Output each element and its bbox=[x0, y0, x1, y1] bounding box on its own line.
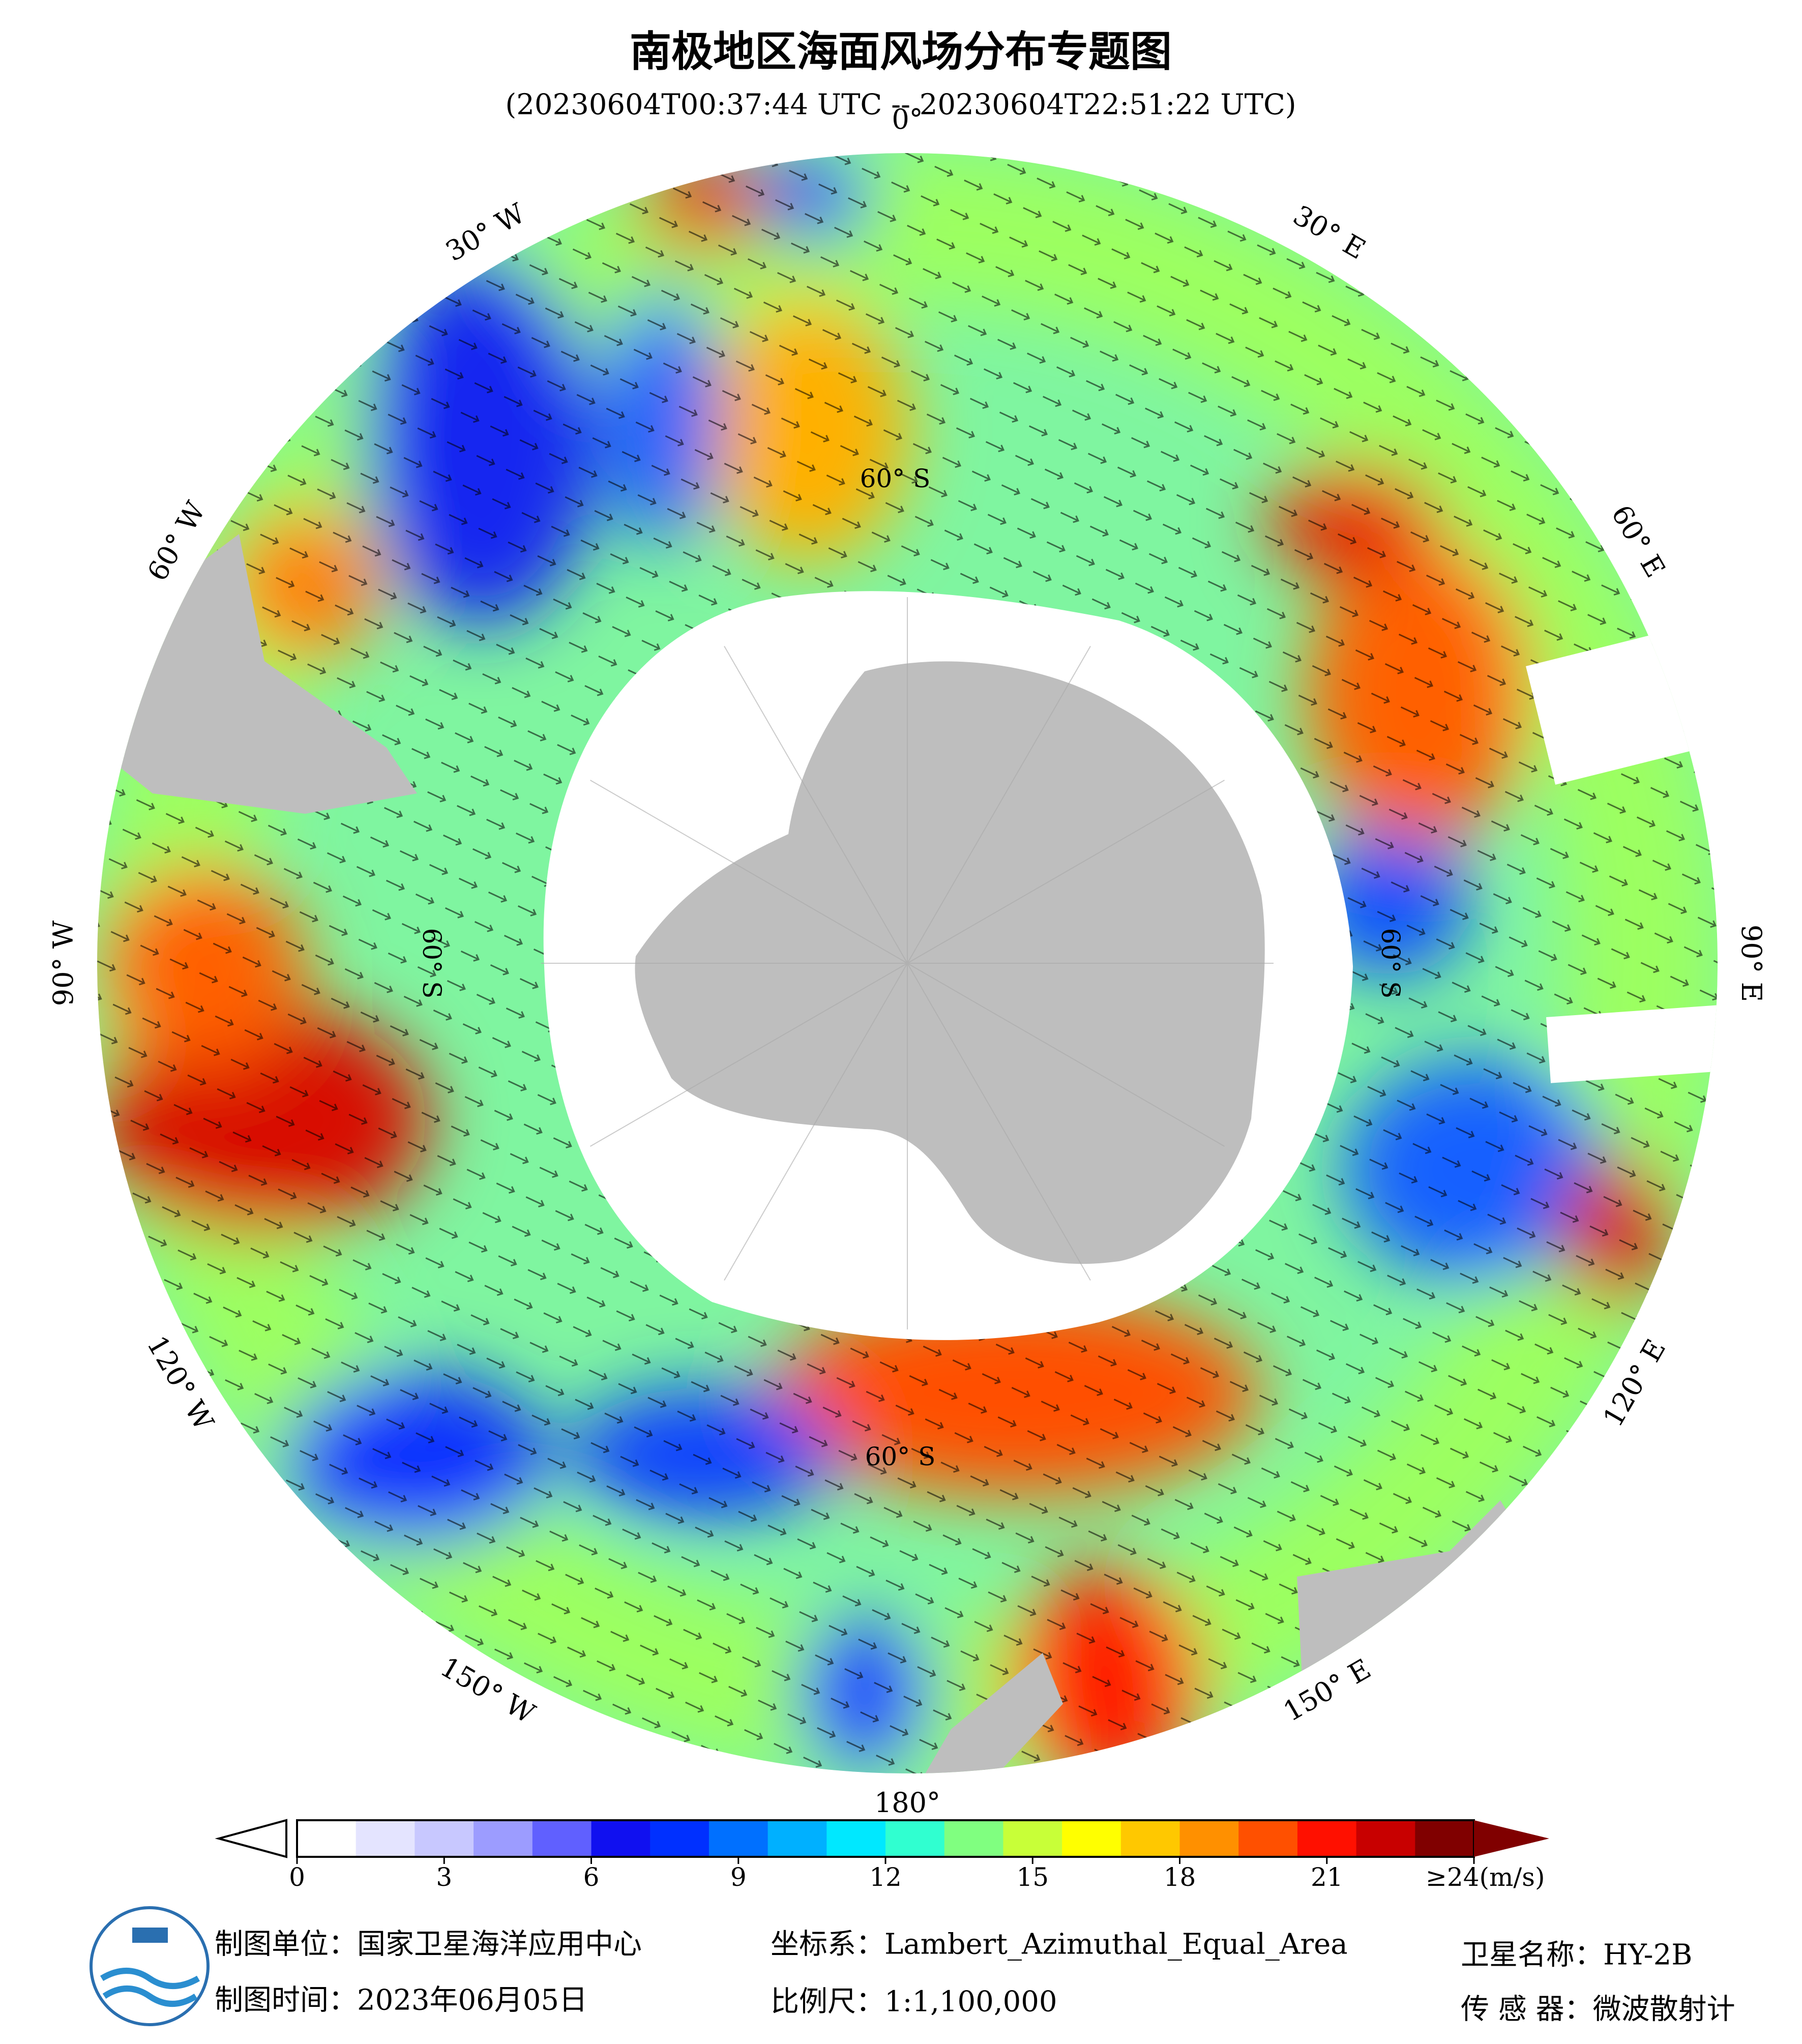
production-date: 制图时间：2023年06月05日 bbox=[215, 1984, 587, 2017]
meridian bbox=[724, 645, 908, 964]
subtitle: (20230604T00:37:44 UTC -- 20230604T22:51… bbox=[505, 88, 1296, 122]
antarctica bbox=[635, 661, 1265, 1264]
projection: 坐标系：Lambert_Azimuthal_Equal_Area bbox=[771, 1928, 1348, 1961]
meridian bbox=[907, 780, 1225, 964]
meridian bbox=[907, 963, 1091, 1281]
colorbar-segment bbox=[591, 1820, 651, 1857]
colorbar-tick-label: 3 bbox=[436, 1862, 452, 1892]
latitude-label: 60° S bbox=[865, 1442, 936, 1471]
colorbar-segment bbox=[767, 1820, 827, 1857]
colorbar-tick-label: 6 bbox=[583, 1862, 600, 1892]
colorbar-segment bbox=[944, 1820, 1003, 1857]
colorbar-tick-label: ≥24(m/s) bbox=[1426, 1862, 1545, 1892]
scale: 比例尺：1:1,100,000 bbox=[771, 1986, 1057, 2019]
colorbar-segment bbox=[415, 1820, 474, 1857]
colorbar-segment bbox=[1003, 1820, 1062, 1857]
logo bbox=[90, 1906, 210, 2026]
colorbar-segment bbox=[1120, 1820, 1180, 1857]
satellite: 卫星名称：HY-2B bbox=[1461, 1939, 1692, 1972]
producer: 制图单位：国家卫星海洋应用中心 bbox=[215, 1928, 642, 1961]
colorbar-segment bbox=[1179, 1820, 1239, 1857]
latitude-label: 60° S bbox=[417, 928, 447, 999]
colorbar-tick-label: 18 bbox=[1164, 1862, 1196, 1892]
colorbar-segment bbox=[1297, 1820, 1357, 1857]
colorbar: 0 3 6 9 12 15 18 21 ≥24(m/s) bbox=[215, 1819, 1549, 1892]
colorbar-segment bbox=[708, 1820, 769, 1857]
colorbar-segment bbox=[532, 1820, 592, 1857]
colorbar-tick-label: 21 bbox=[1311, 1862, 1343, 1892]
latitude-label: 60° S bbox=[1376, 928, 1405, 999]
meridian bbox=[724, 963, 908, 1281]
meridian bbox=[907, 963, 1225, 1147]
meridian bbox=[907, 645, 1091, 964]
latitude-labels: 60° S 60° S 60° S 60° S bbox=[417, 464, 1405, 1471]
colorbar-over bbox=[1474, 1820, 1549, 1857]
sensor: 传 感 器：微波散射计 bbox=[1461, 1993, 1735, 2026]
colorbar-tick-label: 12 bbox=[869, 1862, 902, 1892]
colorbar-segment bbox=[474, 1820, 533, 1857]
colorbar-segment bbox=[1062, 1820, 1121, 1857]
longitude-label: 90° W bbox=[47, 920, 79, 1006]
colorbar-tick-label: 9 bbox=[730, 1862, 747, 1892]
longitude-label: 180° bbox=[874, 1787, 940, 1819]
longitude-label: 90° E bbox=[1735, 925, 1767, 1002]
colorbar-segment bbox=[1238, 1820, 1298, 1857]
graticule bbox=[541, 597, 1274, 1329]
colorbar-segment bbox=[885, 1820, 945, 1857]
colorbar-tick-label: 0 bbox=[289, 1862, 305, 1892]
colorbar-segment bbox=[1356, 1820, 1415, 1857]
meridian bbox=[589, 963, 908, 1147]
longitude-label: 0° bbox=[892, 103, 923, 135]
colorbar-segment bbox=[650, 1820, 710, 1857]
latitude-label: 60° S bbox=[860, 464, 931, 493]
meridian bbox=[589, 780, 908, 964]
colorbar-segment bbox=[297, 1820, 357, 1857]
colorbar-segment bbox=[826, 1820, 886, 1857]
colorbar-under bbox=[215, 1819, 287, 1858]
colorbar-tick-label: 15 bbox=[1016, 1862, 1049, 1892]
title: 南极地区海面风场分布专题图 bbox=[630, 27, 1172, 76]
colorbar-segment bbox=[1415, 1820, 1474, 1857]
colorbar-segment bbox=[356, 1820, 415, 1857]
